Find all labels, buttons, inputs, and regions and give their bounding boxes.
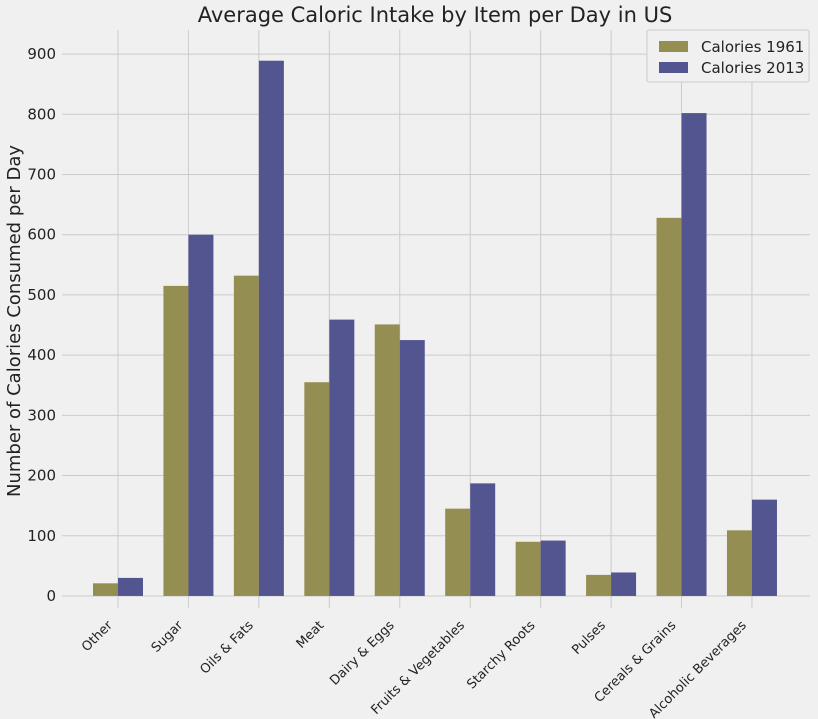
bar-calories-2013-1: [188, 234, 214, 596]
bar-calories-2013-9: [751, 499, 777, 596]
bar-calories-1961-8: [656, 217, 682, 596]
bar-calories-1961-2: [233, 275, 259, 596]
bar-calories-2013-0: [118, 577, 143, 596]
bar-calories-2013-4: [399, 340, 425, 596]
bar-calories-1961-0: [93, 583, 118, 596]
bar-calories-2013-8: [681, 113, 707, 596]
y-tick-label: 100: [27, 527, 56, 545]
y-tick-label: 0: [46, 587, 56, 605]
bar-calories-2013-3: [329, 319, 355, 596]
bar-calories-1961-9: [726, 530, 752, 596]
bar-calories-2013-5: [470, 483, 496, 596]
legend-label-2013: Calories 2013: [701, 59, 804, 77]
y-tick-label: 700: [27, 166, 56, 184]
chart-title: Average Caloric Intake by Item per Day i…: [198, 3, 673, 27]
y-tick-label: 500: [27, 286, 56, 304]
legend: Calories 1961 Calories 2013: [646, 29, 810, 83]
bar-calories-1961-6: [515, 541, 541, 596]
y-tick-label: 600: [27, 226, 56, 244]
bar-calories-1961-1: [163, 285, 189, 596]
y-axis-label: Number of Calories Consumed per Day: [4, 145, 25, 497]
bar-calories-1961-7: [586, 574, 612, 596]
bar-calories-2013-2: [258, 60, 284, 596]
y-tick-label: 400: [27, 346, 56, 364]
y-tick-labels: 0 100 200 300 400 500 600 700 800 900: [27, 45, 56, 605]
bar-calories-1961-5: [445, 508, 471, 596]
bar-calories-1961-3: [304, 382, 330, 596]
bar-calories-2013-6: [540, 540, 566, 596]
legend-swatch-2013: [659, 62, 688, 73]
y-tick-label: 900: [27, 45, 56, 63]
bar-calories-1961-4: [374, 324, 400, 596]
y-tick-label: 200: [27, 467, 56, 485]
legend-swatch-1961: [659, 41, 688, 52]
bars: [93, 60, 777, 596]
bar-calories-2013-7: [611, 572, 637, 596]
legend-label-1961: Calories 1961: [701, 38, 804, 56]
y-tick-label: 300: [27, 406, 56, 424]
y-tick-label: 800: [27, 105, 56, 123]
